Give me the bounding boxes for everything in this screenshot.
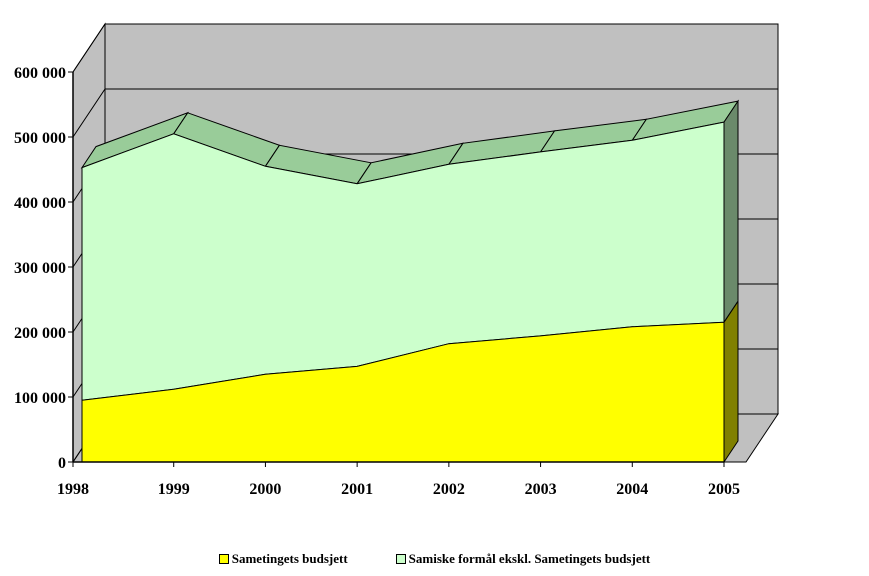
legend-swatch-sametingets-budsjett [218,554,229,564]
x-tick-label: 2005 [708,481,740,498]
legend-item-sametingets-budsjett: Sametingets budsjett [218,551,348,567]
area-side-samiske-formal [723,99,739,324]
x-tick-label: 2004 [616,481,648,498]
legend-item-samiske-formal: Samiske formål ekskl. Sametingets budsje… [395,551,651,567]
legend: Sametingets budsjett Samiske formål eksk… [0,549,869,569]
y-tick-label: 600 000 [14,65,66,82]
legend-label-sametingets-budsjett: Sametingets budsjett [231,551,348,566]
gridline [72,23,778,73]
area-side-sametingets-budsjett [723,299,739,464]
x-tick-label: 2001 [341,481,373,498]
y-axis: 0 100 000 200 000 300 000 400 000 500 000 600 … [14,65,74,472]
y-tick-label: 500 000 [14,130,66,147]
legend-label-samiske-formal: Samiske formål ekskl. Sametingets budsje… [408,551,651,566]
y-tick-label: 300 000 [14,260,66,277]
gridline [72,88,778,138]
x-tick-label: 1998 [57,481,89,498]
x-tick-label: 2002 [433,481,465,498]
area-series [80,99,740,464]
y-tick-label: 400 000 [14,195,66,212]
x-axis: 1998 1999 2000 2001 2002 2003 2004 2005 [57,461,740,498]
y-tick-label: 100 000 [14,390,66,407]
y-tick-label: 200 000 [14,325,66,342]
y-tick-label: 0 [58,455,66,472]
x-tick-label: 2000 [249,481,281,498]
x-tick-label: 1999 [158,481,190,498]
x-tick-label: 2003 [525,481,557,498]
legend-swatch-samiske-formal [395,554,406,564]
